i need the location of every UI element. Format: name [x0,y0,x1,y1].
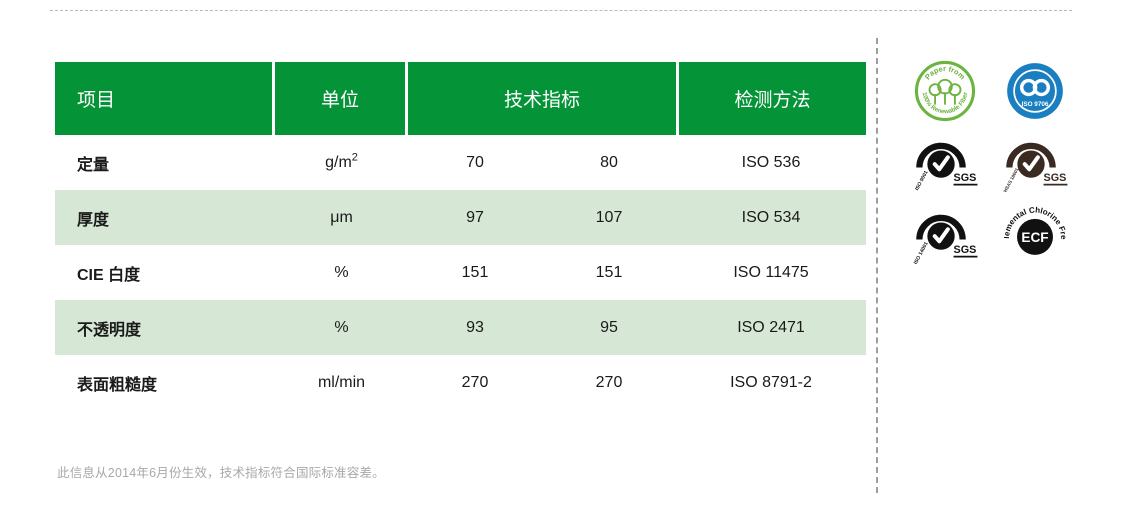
unit-text: ml/min [317,373,366,391]
cert-slot: Elemental Chlorine Free ECF [990,204,1080,266]
certification-row: SYSTEM CERT ISO 9001 SGS SYSTEM CERT OHS… [900,127,1080,199]
unit-superscript: 2 [351,151,358,164]
svg-text:SGS: SGS [1044,172,1067,184]
iso-9706-icon: ISO 9706 [1007,63,1063,119]
vertical-dashed-divider [876,38,878,493]
cell-item: 表面粗糙度 [55,355,275,410]
paper-from-renewable-fiber-icon: Paper from 100% Renewable Fiber [914,60,976,122]
cert-slot: SYSTEM CERT ISO 14001 SGS [900,206,990,264]
cell-item: CIE 白度 [55,245,275,300]
cell-unit: ml/min [275,355,408,410]
cell-method: ISO 536 [676,135,866,190]
cell-unit: g/m2 [275,135,408,190]
svg-text:SGS: SGS [954,244,977,256]
table-row: 表面粗糙度 ml/min 270 270 ISO 8791-2 [55,355,866,410]
sgs-iso-14001-icon: SYSTEM CERT ISO 14001 SGS [913,214,978,264]
specification-table: 项目 单位 技术指标 检测方法 定量 g/m2 70 80 ISO 536 厚度… [55,62,866,410]
table-body: 定量 g/m2 70 80 ISO 536 厚度 μm 97 107 ISO 5… [55,135,866,410]
cell-method: ISO 2471 [676,300,866,355]
column-header-spec: 技术指标 [408,62,676,135]
cell-value-min: 70 [408,135,542,190]
footnote-text: 此信息从2014年6月份生效，技术指标符合国际标准容差。 [57,466,385,480]
table-row: 不透明度 % 93 95 ISO 2471 [55,300,866,355]
cell-value-max: 80 [542,135,676,190]
cell-value-min: 151 [408,245,542,300]
cell-method: ISO 11475 [676,245,866,300]
unit-text: g/m [325,153,352,171]
cell-item: 厚度 [55,190,275,245]
cell-value-max: 270 [542,355,676,410]
sgs-ohsas-18001-icon: SYSTEM CERT OHSAS 18001 SGS [1001,142,1068,192]
column-header-item: 项目 [55,62,275,135]
unit-text: % [334,318,349,336]
sgs-iso-9001-icon: SYSTEM CERT ISO 9001 SGS [914,142,978,192]
cell-method: ISO 534 [676,190,866,245]
cell-unit: % [275,300,408,355]
certification-row: SYSTEM CERT ISO 14001 SGS Elemental Chlo… [900,199,1080,271]
cell-item: 不透明度 [55,300,275,355]
cell-unit: μm [275,190,408,245]
cell-value-min: 270 [408,355,542,410]
table-header-row: 项目 单位 技术指标 检测方法 [55,62,866,135]
cell-value-min: 93 [408,300,542,355]
svg-text:ISO 9001: ISO 9001 [914,170,930,192]
cell-value-max: 107 [542,190,676,245]
cell-method: ISO 8791-2 [676,355,866,410]
svg-text:OHSAS 18001: OHSAS 18001 [1001,167,1020,192]
cell-value-min: 97 [408,190,542,245]
cert-slot: ISO 9706 [990,62,1080,120]
table-row: CIE 白度 % 151 151 ISO 11475 [55,245,866,300]
top-dashed-divider [50,10,1072,11]
table-header: 项目 单位 技术指标 检测方法 [55,62,866,135]
certification-badges-panel: Paper from 100% Renewable Fiber ISO 9706 [900,55,1080,271]
svg-text:SGS: SGS [954,172,977,184]
cert-slot: SYSTEM CERT OHSAS 18001 SGS [990,134,1080,192]
svg-text:ISO 9706: ISO 9706 [1022,101,1049,108]
cert-slot: Paper from 100% Renewable Fiber [900,60,990,122]
column-header-unit: 单位 [275,62,408,135]
cell-value-max: 95 [542,300,676,355]
cell-item: 定量 [55,135,275,190]
svg-text:ISO 14001: ISO 14001 [913,241,930,264]
table-row: 厚度 μm 97 107 ISO 534 [55,190,866,245]
column-header-method: 检测方法 [676,62,866,135]
unit-text: μm [330,208,353,226]
cell-value-max: 151 [542,245,676,300]
certification-row: Paper from 100% Renewable Fiber ISO 9706 [900,55,1080,127]
svg-text:ECF: ECF [1021,230,1048,245]
table-row: 定量 g/m2 70 80 ISO 536 [55,135,866,190]
ecf-elemental-chlorine-free-icon: Elemental Chlorine Free ECF [1004,204,1066,255]
cell-unit: % [275,245,408,300]
unit-text: % [334,263,349,281]
cert-slot: SYSTEM CERT ISO 9001 SGS [900,134,990,192]
